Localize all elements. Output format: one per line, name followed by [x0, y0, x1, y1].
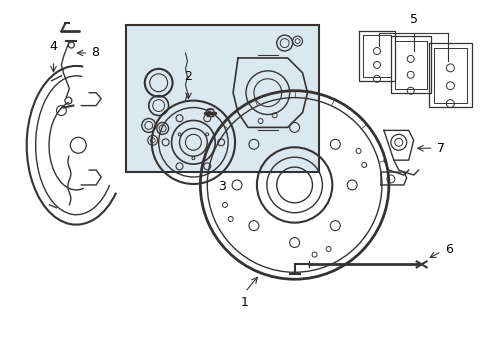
Text: 5: 5: [410, 13, 417, 26]
Text: 7: 7: [437, 142, 444, 155]
Text: 1: 1: [241, 296, 249, 309]
Text: 8: 8: [91, 46, 99, 59]
Text: 6: 6: [445, 243, 453, 256]
Text: 3: 3: [218, 180, 226, 193]
Text: 2: 2: [185, 70, 193, 83]
FancyBboxPatch shape: [126, 25, 319, 172]
Text: 4: 4: [49, 40, 57, 53]
